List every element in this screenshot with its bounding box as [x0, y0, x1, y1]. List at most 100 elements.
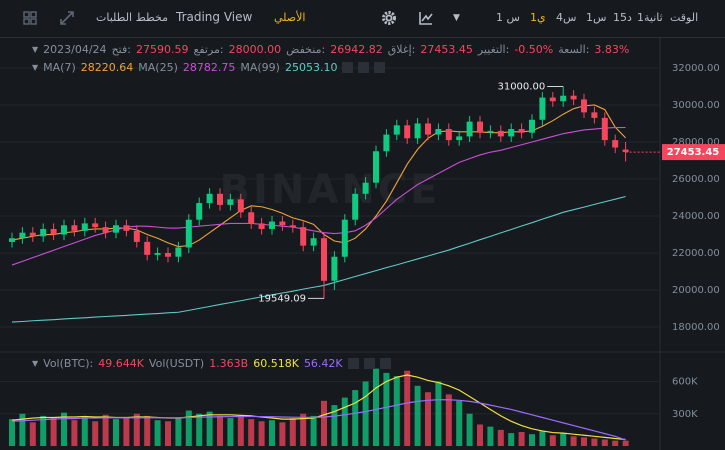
legend-value: 28000.00 [228, 43, 282, 56]
legend-icon[interactable] [358, 62, 370, 73]
candle-body [61, 225, 67, 235]
volume-bar [9, 419, 15, 446]
candle-body [123, 225, 130, 231]
legend-icon[interactable] [342, 62, 354, 73]
candle-body [71, 225, 78, 231]
candle-body [9, 238, 15, 242]
interval[interactable]: 1ثانية [637, 11, 663, 24]
candle-body [185, 219, 192, 248]
volume-bar [570, 436, 577, 446]
candle-body [102, 227, 109, 233]
volume-bar [102, 414, 109, 446]
legend-label: فتح: [111, 43, 131, 56]
volume-bar [393, 376, 400, 446]
candle-body [81, 223, 88, 231]
volume-bar [591, 438, 598, 446]
view-tab[interactable]: Trading View [176, 10, 253, 24]
interval[interactable]: الوقت [670, 11, 699, 24]
volume-bar [113, 419, 119, 446]
candle-body [362, 182, 369, 194]
collapse-arrow[interactable]: ▼ [32, 359, 39, 368]
vol-name: Vol(USDT) [148, 357, 205, 370]
ohlc-legend: ▼ 2023/04/24 فتح: 27590.59 مرتفع: 28000.00 م… [32, 43, 629, 56]
volume-bar [144, 415, 151, 446]
grid-icon[interactable] [22, 10, 38, 26]
volume-bar [383, 372, 390, 446]
high-annotation: 31000.00 [497, 81, 545, 92]
volume-bar [404, 370, 411, 446]
candle-body [133, 230, 140, 242]
legend-value: 27590.59 [135, 43, 189, 56]
volume-bar [508, 433, 515, 446]
legend-label: مرتفع: [193, 43, 224, 56]
ma-name: MA(99) [240, 61, 280, 74]
volume-bar [248, 419, 255, 446]
expand-icon[interactable] [59, 10, 75, 26]
interval[interactable]: 4س [556, 11, 577, 24]
volume-bar [123, 418, 130, 446]
volume-bar [269, 420, 275, 446]
candle-body [373, 151, 379, 183]
candle-body [92, 223, 99, 228]
last-price-label: 27453.45 [667, 147, 720, 158]
candle-body [29, 232, 36, 237]
legend-icon[interactable] [379, 358, 391, 369]
ma-legend: ▼ MA(7) 28220.64 MA(25) 28782.75 MA(99) 25053… [32, 61, 386, 74]
interval[interactable]: 1 س [496, 11, 520, 24]
y-tick-label: 30000.00 [672, 100, 720, 111]
interval[interactable]: 1س [586, 11, 607, 24]
volume-bar [435, 381, 442, 446]
volume-bar [289, 418, 296, 446]
volume-bar [362, 381, 369, 446]
view-tab[interactable]: مخطط الطلبات [96, 11, 169, 24]
volume-bar [227, 418, 234, 446]
legend-label: منخفض: [286, 43, 326, 56]
indicator-icon[interactable] [418, 10, 434, 26]
settings-icon[interactable] [381, 10, 397, 26]
candle-body [19, 232, 26, 239]
candle-body [331, 256, 338, 281]
legend-icon[interactable] [347, 358, 359, 369]
volume-bar [373, 368, 379, 446]
collapse-arrow[interactable]: ▼ [32, 45, 39, 54]
candle-body [154, 253, 161, 255]
legend-label: التغيير: [477, 43, 510, 56]
collapse-arrow[interactable]: ▼ [32, 63, 39, 72]
legend-icon[interactable] [374, 62, 386, 73]
interval[interactable]: 15د [613, 11, 632, 24]
legend-value: 26942.82 [330, 43, 383, 56]
dropdown[interactable]: ▼ [453, 13, 460, 23]
volume-bar [237, 416, 244, 446]
volume-bar [529, 434, 535, 446]
legend-icon[interactable] [363, 358, 375, 369]
volume-bar [258, 421, 265, 446]
view-tab[interactable]: الأصلي [274, 11, 306, 24]
candle-body [300, 227, 307, 246]
volume-bar [81, 416, 88, 446]
candle-body [497, 130, 504, 137]
y-tick-label: 20000.00 [672, 285, 720, 296]
candle-body [414, 123, 421, 139]
candle-body [269, 221, 275, 229]
volume-bar [92, 421, 99, 446]
y-tick-label: 22000.00 [672, 248, 720, 259]
candle-body [237, 199, 244, 213]
candle-body [612, 140, 619, 148]
volume-ma-line [11, 399, 626, 441]
volume-bar [321, 400, 327, 446]
volume-bar [310, 415, 317, 446]
volume-bar [40, 415, 47, 446]
candle-body [549, 97, 556, 102]
candle-body [393, 125, 400, 135]
interval[interactable]: 1ي [530, 11, 546, 24]
volume-bar [539, 430, 546, 446]
candle-body [456, 136, 463, 141]
y-tick-label: 32000.00 [672, 63, 720, 74]
vol-value: 60.518K [253, 357, 299, 370]
toolbar: الوقت 1ثانية 15د 1س 4س 1ي 1 س ▼ الأصلي T… [0, 0, 725, 38]
y-tick-label: 600K [672, 377, 698, 388]
y-tick-label: 18000.00 [672, 322, 720, 333]
candle-body [425, 123, 431, 135]
volume-bar [165, 421, 171, 446]
